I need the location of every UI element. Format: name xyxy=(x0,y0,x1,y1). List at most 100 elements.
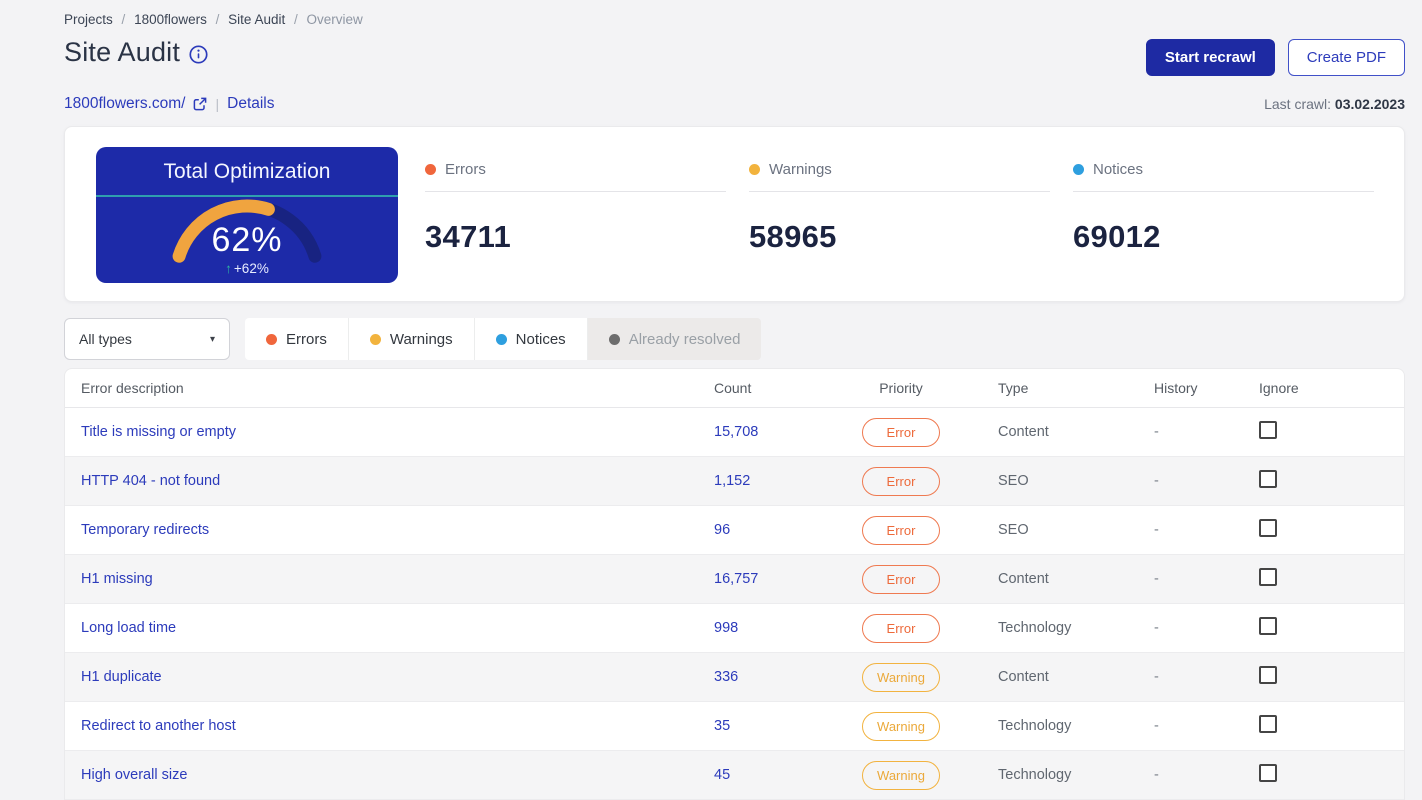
table-row: HTTP 404 - not found 1,152 Error SEO - xyxy=(65,457,1404,506)
notices-count: 69012 xyxy=(1073,219,1161,254)
ignore-checkbox[interactable] xyxy=(1259,568,1277,586)
type-cell: Content xyxy=(998,424,1049,440)
breadcrumb-separator: / xyxy=(293,12,298,27)
column-header-count: Count xyxy=(714,380,752,396)
domain-link[interactable]: 1800flowers.com/ xyxy=(64,95,186,112)
error-description-link[interactable]: HTTP 404 - not found xyxy=(81,473,221,489)
gauge-delta-value: +62% xyxy=(233,261,269,276)
table-header: Error description Count Priority Type Hi… xyxy=(65,369,1404,408)
breadcrumb-site-audit[interactable]: Site Audit xyxy=(228,12,286,27)
ignore-checkbox[interactable] xyxy=(1259,421,1277,439)
type-cell: Content xyxy=(998,669,1049,685)
count-link[interactable]: 1,152 xyxy=(714,473,751,489)
error-description-link[interactable]: Temporary redirects xyxy=(81,522,210,538)
history-cell: - xyxy=(1154,473,1159,489)
type-cell: Technology xyxy=(998,718,1072,734)
create-pdf-button[interactable]: Create PDF xyxy=(1287,39,1405,76)
history-cell: - xyxy=(1154,669,1159,685)
page-title: Site Audit xyxy=(64,37,181,67)
details-link[interactable]: Details xyxy=(227,95,275,112)
tab-label: Errors xyxy=(286,330,327,348)
history-cell: - xyxy=(1154,767,1159,783)
ignore-checkbox[interactable] xyxy=(1259,519,1277,537)
table-row: High overall size 45 Warning Technology … xyxy=(65,751,1404,800)
tab-notices[interactable]: Notices xyxy=(474,318,588,360)
type-filter-dropdown[interactable]: All types ▾ xyxy=(64,318,230,360)
history-cell: - xyxy=(1154,571,1159,587)
breadcrumb-separator: / xyxy=(215,12,220,27)
issues-table: Error description Count Priority Type Hi… xyxy=(64,368,1405,800)
count-link[interactable]: 35 xyxy=(714,718,731,734)
optimization-gauge xyxy=(172,199,322,263)
warnings-dot-icon xyxy=(369,333,381,345)
stat-label: Errors xyxy=(445,161,486,178)
total-optimization-card: Total Optimization 62% ↑ +62% xyxy=(96,147,398,283)
gauge-delta: ↑ +62% xyxy=(96,261,398,276)
notices-dot-icon xyxy=(495,333,507,345)
errors-dot-icon xyxy=(266,333,277,345)
resolved-dot-icon xyxy=(608,333,620,345)
breadcrumb-separator: / xyxy=(121,12,126,27)
breadcrumb-projects[interactable]: Projects xyxy=(64,12,113,27)
ignore-checkbox[interactable] xyxy=(1259,764,1277,782)
priority-badge: Error xyxy=(862,613,940,643)
external-link-icon[interactable] xyxy=(193,97,207,111)
info-icon[interactable] xyxy=(189,44,208,64)
history-cell: - xyxy=(1154,522,1159,538)
count-link[interactable]: 45 xyxy=(714,767,731,783)
last-crawl-date: 03.02.2023 xyxy=(1334,96,1405,112)
warnings-count: 58965 xyxy=(749,219,837,254)
column-header-ignore: Ignore xyxy=(1259,380,1299,396)
gauge-percent: 62% xyxy=(211,221,283,259)
ignore-checkbox[interactable] xyxy=(1259,666,1277,684)
tab-errors[interactable]: Errors xyxy=(245,318,349,360)
breadcrumb-overview: Overview xyxy=(306,12,363,27)
count-link[interactable]: 998 xyxy=(714,620,739,636)
column-header-description: Error description xyxy=(81,380,184,396)
type-cell: Technology xyxy=(998,620,1072,636)
chevron-down-icon: ▾ xyxy=(209,333,215,345)
error-description-link[interactable]: Redirect to another host xyxy=(81,718,236,734)
table-row: Title is missing or empty 15,708 Error C… xyxy=(65,408,1404,457)
stat-label: Notices xyxy=(1093,161,1144,178)
count-link[interactable]: 15,708 xyxy=(714,424,759,440)
history-cell: - xyxy=(1154,620,1159,636)
start-recrawl-button[interactable]: Start recrawl xyxy=(1145,39,1275,76)
breadcrumb-project-name[interactable]: 1800flowers xyxy=(134,12,207,27)
ignore-checkbox[interactable] xyxy=(1259,470,1277,488)
stat-notices: Notices 69012 xyxy=(1073,147,1397,281)
priority-badge: Error xyxy=(862,564,940,594)
ignore-checkbox[interactable] xyxy=(1259,715,1277,733)
stat-errors: Errors 34711 xyxy=(425,147,749,281)
summary-stats: Errors 34711 Warnings 58965 Notices 6901… xyxy=(398,147,1397,281)
errors-count: 34711 xyxy=(425,219,511,254)
column-header-type: Type xyxy=(998,380,1029,396)
tab-already-resolved[interactable]: Already resolved xyxy=(587,318,762,360)
error-description-link[interactable]: High overall size xyxy=(81,767,188,783)
tab-label: Notices xyxy=(515,330,566,348)
last-crawl-label: Last crawl: xyxy=(1264,96,1332,112)
errors-dot-icon xyxy=(425,164,436,175)
table-row: H1 duplicate 336 Warning Content - xyxy=(65,653,1404,702)
error-description-link[interactable]: Title is missing or empty xyxy=(81,424,236,440)
priority-badge: Error xyxy=(862,515,940,545)
type-filter-value: All types xyxy=(79,331,132,347)
error-description-link[interactable]: H1 duplicate xyxy=(81,669,162,685)
error-description-link[interactable]: H1 missing xyxy=(81,571,153,587)
stat-label: Warnings xyxy=(769,161,832,178)
warnings-dot-icon xyxy=(749,164,760,175)
type-cell: SEO xyxy=(998,522,1029,538)
count-link[interactable]: 96 xyxy=(714,522,731,538)
tab-warnings[interactable]: Warnings xyxy=(348,318,475,360)
gauge-title: Total Optimization xyxy=(163,160,331,183)
last-crawl: Last crawl: 03.02.2023 xyxy=(1264,96,1405,112)
history-cell: - xyxy=(1154,718,1159,734)
count-link[interactable]: 16,757 xyxy=(714,571,759,587)
filter-bar: All types ▾ Errors Warnings Notices Alre… xyxy=(64,318,1405,360)
ignore-checkbox[interactable] xyxy=(1259,617,1277,635)
count-link[interactable]: 336 xyxy=(714,669,739,685)
error-description-link[interactable]: Long load time xyxy=(81,620,177,636)
type-cell: SEO xyxy=(998,473,1029,489)
priority-badge: Warning xyxy=(862,760,940,790)
